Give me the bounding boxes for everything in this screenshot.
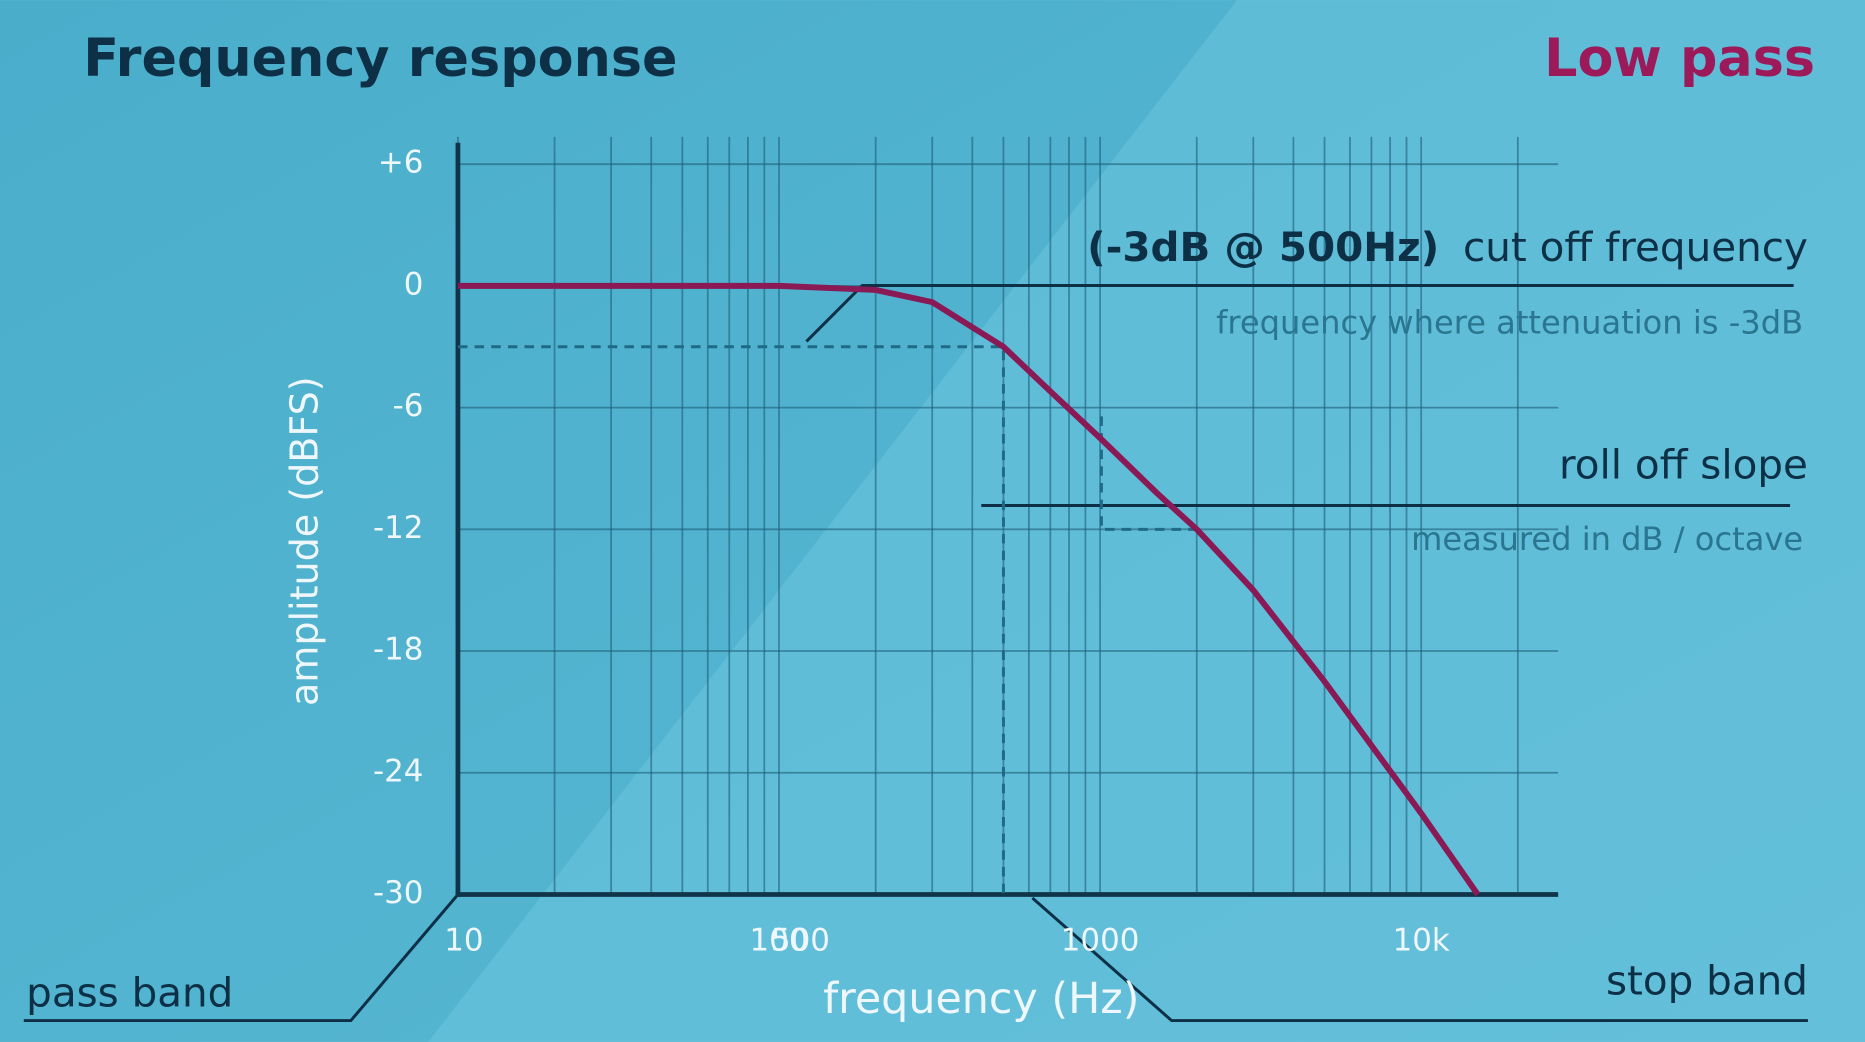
annotation-lines	[23, 284, 1808, 1023]
x-tick-label: 10	[444, 923, 483, 959]
background-band	[428, 0, 1865, 1042]
stop-band-leader	[1031, 896, 1808, 1023]
y-tick-label: -12	[373, 510, 423, 546]
cutoff-leader	[805, 284, 1794, 343]
annotation: pass band	[26, 969, 233, 1017]
y-axis-label: amplitude (dBFS)	[282, 376, 326, 706]
slope-guide	[1099, 416, 1204, 531]
annotation: cut off frequency	[1463, 223, 1808, 271]
y-tick-label: 0	[404, 266, 424, 302]
chart-title: Frequency response	[83, 28, 677, 89]
slope-triangle	[1099, 416, 1204, 531]
annotation: frequency where attenuation is -3dB	[1216, 304, 1803, 342]
x-tick-label: 10k	[1393, 923, 1450, 959]
x-tick-label: 100	[750, 923, 809, 959]
annotation: (-3dB @ 500Hz)	[1087, 223, 1439, 271]
chart-subtitle: Low pass	[1544, 28, 1815, 89]
annotation: measured in dB / octave	[1411, 520, 1803, 558]
y-tick-label: +6	[378, 145, 424, 181]
annotation: roll off slope	[1559, 440, 1808, 488]
line	[457, 282, 1481, 897]
y-tick-label: -18	[373, 632, 423, 668]
y-tick-label: -30	[373, 875, 423, 911]
y-tick-label: -24	[373, 753, 423, 789]
annotation: stop band	[1606, 957, 1808, 1005]
x-tick-label: 1000	[1061, 923, 1140, 959]
x-axis-label: frequency (Hz)	[823, 974, 1139, 1024]
pass-band-leader	[23, 893, 460, 1023]
y-tick-label: -6	[393, 388, 424, 424]
annotation: 500	[771, 923, 830, 959]
